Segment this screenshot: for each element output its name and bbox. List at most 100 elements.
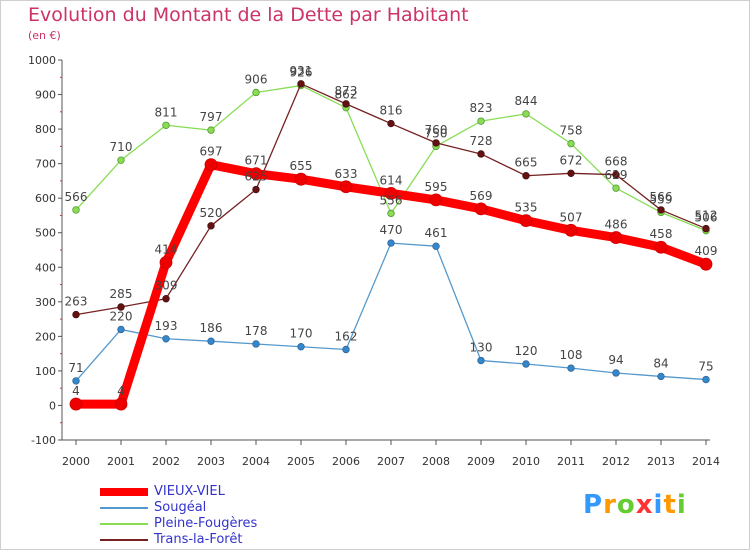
- data-label: 728: [470, 134, 493, 148]
- data-label: 566: [650, 190, 673, 204]
- data-point: [207, 337, 215, 345]
- data-label: 823: [470, 101, 493, 115]
- data-point: [387, 239, 395, 247]
- data-label: 130: [470, 341, 493, 355]
- data-label: 162: [335, 329, 358, 343]
- data-label: 186: [200, 321, 223, 335]
- data-label: 178: [245, 324, 268, 338]
- legend-swatch: [100, 488, 148, 496]
- data-point: [249, 167, 263, 181]
- data-label: 108: [560, 348, 583, 362]
- data-label: 507: [560, 210, 583, 224]
- data-label: 470: [380, 223, 403, 237]
- data-label: 506: [695, 211, 718, 225]
- data-label: 486: [605, 218, 628, 232]
- data-label: 811: [155, 105, 178, 119]
- data-label: 566: [65, 190, 88, 204]
- data-label: 4: [72, 384, 80, 398]
- data-point: [387, 119, 395, 128]
- data-point: [519, 214, 533, 228]
- y-tick-label: 800: [35, 123, 56, 136]
- x-tick-label: 2002: [152, 455, 180, 468]
- data-point: [342, 100, 350, 108]
- data-point: [387, 209, 395, 218]
- chart-subtitle: (en €): [28, 29, 61, 42]
- y-tick-label: 200: [35, 330, 56, 343]
- x-tick-label: 2009: [467, 455, 495, 468]
- data-point: [432, 139, 440, 147]
- data-point: [297, 343, 305, 351]
- data-label: 614: [380, 173, 403, 187]
- x-tick-label: 2003: [197, 455, 225, 468]
- data-point: [612, 369, 620, 377]
- data-label: 512: [695, 209, 718, 223]
- data-point: [117, 303, 125, 311]
- data-label: 633: [335, 167, 358, 181]
- data-point: [522, 172, 530, 180]
- data-point: [117, 156, 125, 164]
- data-label: 414: [155, 242, 178, 256]
- data-point: [159, 256, 173, 269]
- data-point: [384, 186, 398, 200]
- y-tick-label: 300: [35, 296, 56, 309]
- data-label: 665: [515, 156, 538, 170]
- data-point: [72, 377, 80, 385]
- data-point: [162, 295, 170, 303]
- data-label: 931: [290, 64, 313, 78]
- data-label: 697: [200, 145, 223, 159]
- data-label: 926: [290, 66, 313, 80]
- data-point: [162, 121, 170, 129]
- data-point: [297, 80, 305, 88]
- data-point: [654, 240, 668, 254]
- data-label: 844: [515, 94, 538, 108]
- data-label: 409: [695, 244, 718, 258]
- data-label: 862: [335, 88, 358, 102]
- data-label: 71: [68, 361, 83, 375]
- data-label: 758: [560, 124, 583, 138]
- data-label: 220: [110, 309, 133, 323]
- data-label: 569: [470, 189, 493, 203]
- data-label: 535: [515, 201, 538, 215]
- x-tick-label: 2008: [422, 455, 450, 468]
- y-tick-label: 1000: [28, 54, 56, 67]
- x-tick-label: 2001: [107, 455, 135, 468]
- data-point: [207, 222, 215, 230]
- data-point: [474, 202, 488, 216]
- x-tick-label: 2004: [242, 455, 270, 468]
- y-tick-label: 0: [49, 399, 56, 412]
- x-tick-label: 2010: [512, 455, 540, 468]
- data-label: 873: [335, 84, 358, 98]
- data-label: 556: [380, 193, 403, 207]
- data-label: 120: [515, 344, 538, 358]
- data-point: [522, 110, 530, 118]
- data-label: 655: [290, 159, 313, 173]
- data-label: 760: [425, 123, 448, 137]
- data-point: [612, 184, 620, 192]
- data-label: 595: [425, 180, 448, 194]
- data-point: [477, 150, 485, 158]
- data-label: 816: [380, 104, 403, 118]
- data-point: [252, 340, 260, 348]
- legend-swatch: [100, 539, 148, 541]
- data-point: [612, 170, 620, 179]
- data-point: [567, 139, 575, 148]
- data-label: 906: [245, 72, 268, 86]
- data-point: [564, 223, 578, 237]
- data-point: [72, 206, 80, 214]
- y-tick-label: 500: [35, 227, 56, 240]
- x-tick-label: 2012: [602, 455, 630, 468]
- legend-label: Sougéal: [154, 500, 207, 515]
- data-point: [657, 372, 665, 381]
- data-label: 4: [117, 384, 125, 398]
- data-point: [567, 169, 575, 178]
- x-tick-label: 2000: [62, 455, 90, 468]
- data-point: [702, 224, 710, 233]
- data-point: [207, 126, 215, 134]
- data-point: [522, 360, 530, 368]
- y-tick-label: -100: [31, 434, 56, 447]
- x-tick-label: 2007: [377, 455, 405, 468]
- x-tick-label: 2014: [692, 455, 720, 468]
- data-point: [204, 158, 218, 172]
